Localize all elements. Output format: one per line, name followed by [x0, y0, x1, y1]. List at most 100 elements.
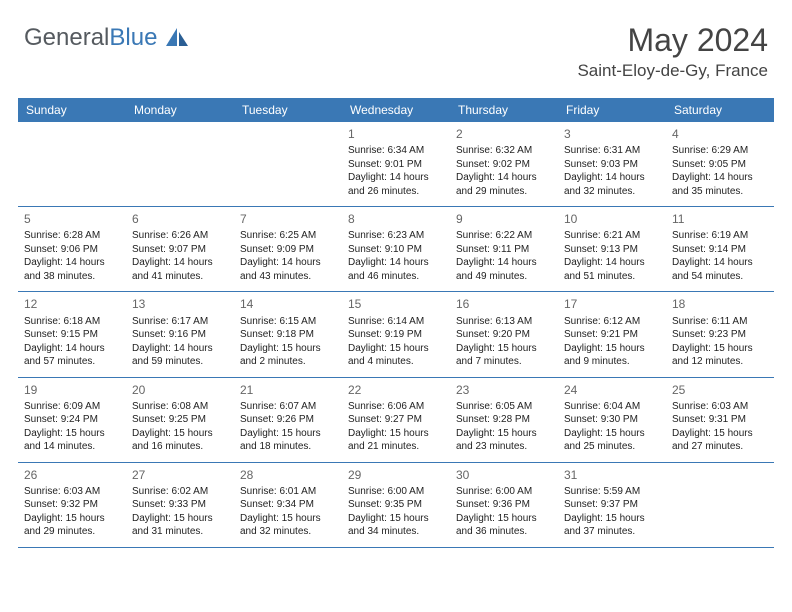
day-detail-line: Sunrise: 6:15 AM: [240, 315, 336, 329]
day-detail-line: Sunrise: 6:09 AM: [24, 400, 120, 414]
day-number: 4: [672, 126, 768, 142]
day-cell: 25Sunrise: 6:03 AMSunset: 9:31 PMDayligh…: [666, 378, 774, 462]
day-detail-line: and 27 minutes.: [672, 440, 768, 454]
weeks-container: 1Sunrise: 6:34 AMSunset: 9:01 PMDaylight…: [18, 122, 774, 548]
day-cell: 19Sunrise: 6:09 AMSunset: 9:24 PMDayligh…: [18, 378, 126, 462]
day-number: 6: [132, 211, 228, 227]
week-row: 26Sunrise: 6:03 AMSunset: 9:32 PMDayligh…: [18, 463, 774, 548]
day-detail-line: Daylight: 14 hours: [24, 342, 120, 356]
day-cell: 29Sunrise: 6:00 AMSunset: 9:35 PMDayligh…: [342, 463, 450, 547]
day-detail-line: Daylight: 15 hours: [240, 512, 336, 526]
day-detail-line: and 23 minutes.: [456, 440, 552, 454]
day-detail-line: and 9 minutes.: [564, 355, 660, 369]
day-detail-line: and 29 minutes.: [24, 525, 120, 539]
day-detail-line: Sunset: 9:28 PM: [456, 413, 552, 427]
day-detail-line: Sunrise: 6:22 AM: [456, 229, 552, 243]
day-number: 3: [564, 126, 660, 142]
day-number: 2: [456, 126, 552, 142]
day-cell: [126, 122, 234, 206]
day-number: 23: [456, 382, 552, 398]
day-header: Saturday: [666, 98, 774, 122]
day-detail-line: and 2 minutes.: [240, 355, 336, 369]
day-cell: 18Sunrise: 6:11 AMSunset: 9:23 PMDayligh…: [666, 292, 774, 376]
day-detail-line: Sunset: 9:03 PM: [564, 158, 660, 172]
week-row: 5Sunrise: 6:28 AMSunset: 9:06 PMDaylight…: [18, 207, 774, 292]
day-header: Thursday: [450, 98, 558, 122]
day-cell: 28Sunrise: 6:01 AMSunset: 9:34 PMDayligh…: [234, 463, 342, 547]
day-detail-line: Sunset: 9:16 PM: [132, 328, 228, 342]
day-detail-line: Daylight: 14 hours: [672, 256, 768, 270]
day-detail-line: Sunrise: 6:11 AM: [672, 315, 768, 329]
day-detail-line: Daylight: 15 hours: [672, 427, 768, 441]
day-detail-line: Sunset: 9:06 PM: [24, 243, 120, 257]
day-detail-line: Sunrise: 6:18 AM: [24, 315, 120, 329]
day-detail-line: Daylight: 15 hours: [564, 427, 660, 441]
week-row: 12Sunrise: 6:18 AMSunset: 9:15 PMDayligh…: [18, 292, 774, 377]
day-cell: 27Sunrise: 6:02 AMSunset: 9:33 PMDayligh…: [126, 463, 234, 547]
day-detail-line: and 35 minutes.: [672, 185, 768, 199]
day-cell: 22Sunrise: 6:06 AMSunset: 9:27 PMDayligh…: [342, 378, 450, 462]
day-cell: 9Sunrise: 6:22 AMSunset: 9:11 PMDaylight…: [450, 207, 558, 291]
day-cell: 21Sunrise: 6:07 AMSunset: 9:26 PMDayligh…: [234, 378, 342, 462]
day-detail-line: Sunset: 9:36 PM: [456, 498, 552, 512]
day-detail-line: Sunset: 9:23 PM: [672, 328, 768, 342]
day-cell: 4Sunrise: 6:29 AMSunset: 9:05 PMDaylight…: [666, 122, 774, 206]
day-detail-line: and 38 minutes.: [24, 270, 120, 284]
day-detail-line: Daylight: 14 hours: [564, 171, 660, 185]
day-cell: 30Sunrise: 6:00 AMSunset: 9:36 PMDayligh…: [450, 463, 558, 547]
day-number: 22: [348, 382, 444, 398]
day-cell: 8Sunrise: 6:23 AMSunset: 9:10 PMDaylight…: [342, 207, 450, 291]
day-detail-line: Daylight: 15 hours: [24, 512, 120, 526]
logo-sail-icon: [166, 25, 188, 53]
day-cell: 1Sunrise: 6:34 AMSunset: 9:01 PMDaylight…: [342, 122, 450, 206]
day-detail-line: Sunset: 9:25 PM: [132, 413, 228, 427]
day-detail-line: Sunset: 9:11 PM: [456, 243, 552, 257]
day-detail-line: Sunset: 9:19 PM: [348, 328, 444, 342]
day-detail-line: and 37 minutes.: [564, 525, 660, 539]
month-title: May 2024: [577, 22, 768, 59]
day-number: 19: [24, 382, 120, 398]
day-detail-line: Sunset: 9:13 PM: [564, 243, 660, 257]
day-detail-line: Daylight: 15 hours: [456, 512, 552, 526]
day-cell: 14Sunrise: 6:15 AMSunset: 9:18 PMDayligh…: [234, 292, 342, 376]
day-detail-line: Sunrise: 6:26 AM: [132, 229, 228, 243]
day-detail-line: and 32 minutes.: [240, 525, 336, 539]
day-detail-line: Sunset: 9:24 PM: [24, 413, 120, 427]
day-detail-line: and 49 minutes.: [456, 270, 552, 284]
day-detail-line: Sunrise: 6:08 AM: [132, 400, 228, 414]
day-detail-line: Sunrise: 6:02 AM: [132, 485, 228, 499]
day-number: 31: [564, 467, 660, 483]
day-cell: 24Sunrise: 6:04 AMSunset: 9:30 PMDayligh…: [558, 378, 666, 462]
day-detail-line: Sunrise: 6:23 AM: [348, 229, 444, 243]
day-cell: 31Sunrise: 5:59 AMSunset: 9:37 PMDayligh…: [558, 463, 666, 547]
day-detail-line: Daylight: 14 hours: [24, 256, 120, 270]
day-detail-line: and 51 minutes.: [564, 270, 660, 284]
day-detail-line: Sunset: 9:35 PM: [348, 498, 444, 512]
day-number: 17: [564, 296, 660, 312]
day-detail-line: Sunrise: 6:14 AM: [348, 315, 444, 329]
day-number: 29: [348, 467, 444, 483]
day-detail-line: Sunrise: 6:03 AM: [672, 400, 768, 414]
day-detail-line: Sunset: 9:05 PM: [672, 158, 768, 172]
day-detail-line: and 46 minutes.: [348, 270, 444, 284]
day-number: 30: [456, 467, 552, 483]
day-detail-line: Sunset: 9:15 PM: [24, 328, 120, 342]
day-number: 15: [348, 296, 444, 312]
day-cell: 10Sunrise: 6:21 AMSunset: 9:13 PMDayligh…: [558, 207, 666, 291]
day-detail-line: Sunset: 9:14 PM: [672, 243, 768, 257]
day-detail-line: Daylight: 15 hours: [240, 427, 336, 441]
day-detail-line: and 43 minutes.: [240, 270, 336, 284]
day-detail-line: and 4 minutes.: [348, 355, 444, 369]
day-header-row: SundayMondayTuesdayWednesdayThursdayFrid…: [18, 98, 774, 122]
day-detail-line: Sunrise: 6:25 AM: [240, 229, 336, 243]
day-detail-line: Sunset: 9:21 PM: [564, 328, 660, 342]
day-detail-line: and 7 minutes.: [456, 355, 552, 369]
day-cell: 7Sunrise: 6:25 AMSunset: 9:09 PMDaylight…: [234, 207, 342, 291]
day-detail-line: Sunrise: 6:13 AM: [456, 315, 552, 329]
day-detail-line: Sunrise: 6:19 AM: [672, 229, 768, 243]
day-detail-line: Sunset: 9:32 PM: [24, 498, 120, 512]
day-detail-line: Sunrise: 6:32 AM: [456, 144, 552, 158]
location-label: Saint-Eloy-de-Gy, France: [577, 61, 768, 81]
day-detail-line: and 25 minutes.: [564, 440, 660, 454]
day-detail-line: Daylight: 14 hours: [132, 256, 228, 270]
